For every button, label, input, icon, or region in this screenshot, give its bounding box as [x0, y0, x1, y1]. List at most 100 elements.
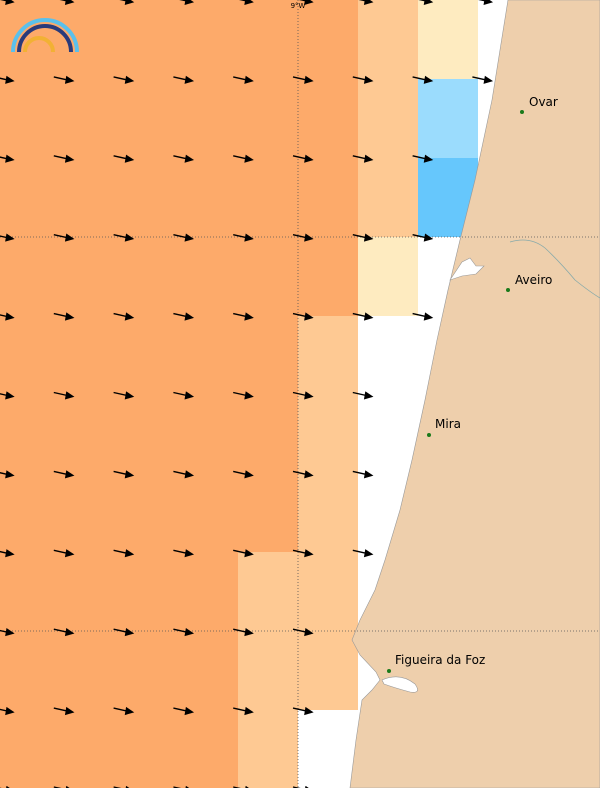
wind-arrow — [53, 470, 75, 479]
wind-arrow — [0, 75, 15, 84]
wind-arrow — [173, 628, 195, 637]
wind-arrow — [292, 549, 314, 558]
wind-arrow — [173, 470, 195, 479]
wind-arrow — [53, 706, 75, 716]
wind-arrow — [292, 233, 314, 242]
wind-arrow — [233, 391, 254, 400]
wind-arrow — [352, 75, 374, 84]
wind-arrow — [179, 0, 195, 5]
wind-arrow — [233, 706, 254, 716]
wind-arrow — [0, 233, 15, 242]
place-dot — [506, 288, 510, 292]
wind-arrow — [478, 0, 494, 5]
wind-arrow — [233, 470, 254, 479]
wind-arrow — [352, 391, 374, 400]
wind-arrow — [113, 312, 135, 321]
cell — [358, 0, 418, 237]
place-dot — [427, 433, 431, 437]
logo-arc — [11, 18, 79, 53]
cell — [418, 0, 478, 79]
wind-arrow — [113, 549, 135, 558]
wind-arrow — [412, 154, 434, 163]
wind-arrow — [0, 154, 15, 163]
wind-arrow — [292, 154, 314, 163]
place-label: Figueira da Foz — [395, 653, 485, 667]
cell — [0, 552, 238, 788]
wind-arrow — [358, 0, 374, 5]
cell — [0, 0, 298, 552]
wind-arrow — [352, 549, 374, 558]
wind-arrow — [0, 706, 15, 716]
wind-arrow — [0, 628, 15, 637]
place-dot — [387, 669, 391, 673]
wind-arrow — [233, 628, 254, 637]
wind-arrow — [173, 312, 195, 321]
wind-arrow — [233, 75, 254, 84]
wind-arrow — [412, 233, 434, 242]
wind-arrow — [173, 706, 195, 716]
wind-arrow — [53, 549, 75, 558]
wind-arrow — [418, 0, 434, 5]
wind-arrow — [0, 391, 15, 400]
wind-arrow — [113, 706, 135, 716]
wind-arrow — [113, 154, 135, 163]
wind-arrow — [53, 312, 75, 321]
logo-arc — [17, 24, 73, 53]
wind-arrow — [352, 312, 374, 321]
wind-arrow — [53, 628, 75, 637]
wind-arrow — [292, 75, 314, 84]
wind-arrow — [173, 75, 195, 84]
wind-arrow — [0, 470, 15, 479]
wind-arrow — [113, 628, 135, 637]
wind-arrow — [233, 312, 254, 321]
estuary — [381, 676, 418, 693]
wind-arrow — [0, 0, 15, 5]
wind-arrow — [292, 706, 314, 716]
wind-arrow — [352, 154, 374, 163]
cell — [238, 552, 298, 788]
meridian-label: 9°W — [291, 2, 306, 10]
wind-arrow — [173, 391, 195, 400]
wind-arrow — [352, 233, 374, 242]
wind-arrow — [292, 470, 314, 479]
wind-arrow — [53, 233, 75, 242]
logo-arc — [23, 36, 55, 53]
wind-arrow — [53, 391, 75, 400]
lagoon — [449, 257, 485, 281]
wind-arrows — [0, 0, 494, 788]
logo — [11, 18, 79, 53]
cell — [418, 79, 478, 158]
place-label: Mira — [435, 417, 461, 431]
wind-arrow — [412, 312, 434, 321]
wind-arrow — [113, 391, 135, 400]
wind-arrow — [113, 75, 135, 84]
wind-arrow — [53, 154, 75, 163]
wind-arrow — [292, 391, 314, 400]
wind-arrow — [53, 75, 75, 84]
wind-arrow — [292, 312, 314, 321]
wind-arrow — [113, 233, 135, 242]
cell — [298, 316, 358, 710]
wind-arrow — [0, 312, 15, 321]
wind-arrow — [173, 154, 195, 163]
wind-arrow — [173, 233, 195, 242]
place-dot — [520, 110, 524, 114]
wind-arrow — [292, 628, 314, 637]
wind-arrow — [412, 75, 434, 84]
wind-arrow — [298, 0, 314, 5]
wind-arrow — [113, 470, 135, 479]
place-label: Aveiro — [515, 273, 552, 287]
wind-arrow — [233, 233, 254, 242]
wind-arrow — [173, 549, 195, 558]
wind-arrow — [352, 470, 374, 479]
wind-arrow — [59, 0, 75, 5]
land — [349, 0, 600, 788]
wind-arrow — [238, 0, 254, 5]
wind-arrow — [233, 549, 254, 558]
wind-arrow — [0, 549, 15, 558]
place-label: Ovar — [529, 95, 558, 109]
wind-arrow — [233, 154, 254, 163]
river — [509, 239, 600, 299]
wind-arrow — [472, 75, 494, 84]
